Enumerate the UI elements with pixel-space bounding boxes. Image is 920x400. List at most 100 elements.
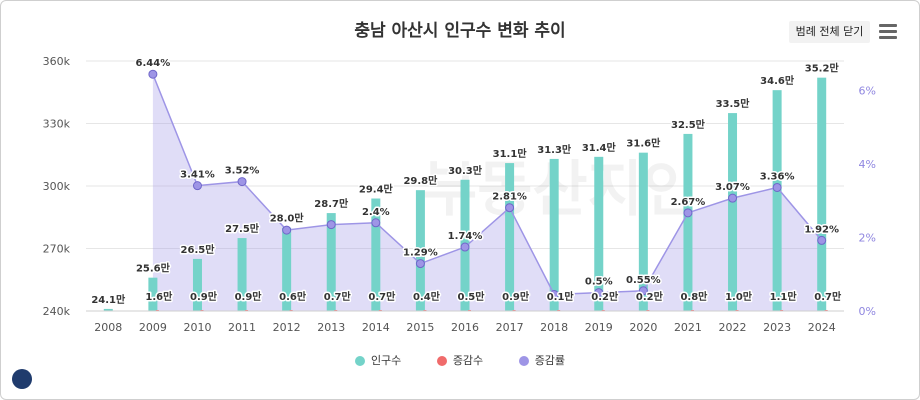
label-layer: 24.1만 25.6만 26.5만 27.5만 28.0만 28.7만 29.4만 29.8만… bbox=[90, 57, 844, 308]
change-rate-line bbox=[152, 73, 823, 296]
legend-dot-population bbox=[354, 356, 365, 366]
x-tick-label: 2019 bbox=[585, 321, 613, 334]
population-bar bbox=[192, 258, 202, 311]
change-rate-point bbox=[237, 177, 247, 187]
change-rate-label: 2.67% bbox=[671, 197, 706, 208]
change-rate-point bbox=[415, 259, 425, 269]
change-count-label: 1.6만 bbox=[145, 290, 173, 303]
x-tick-label: 2009 bbox=[139, 321, 167, 334]
population-label: 30.3만 bbox=[448, 164, 483, 177]
x-tick-label: 2014 bbox=[362, 321, 390, 334]
x-tick-label: 2010 bbox=[183, 321, 211, 334]
x-tick-label: 2021 bbox=[674, 321, 702, 334]
population-label: 35.2만 bbox=[805, 62, 840, 75]
change-rate-label: 2.81% bbox=[492, 192, 527, 203]
population-bar bbox=[638, 152, 648, 311]
change-rate-point bbox=[594, 288, 604, 298]
population-bar bbox=[326, 213, 336, 311]
legend-item-change-count[interactable]: 증감수 bbox=[436, 352, 484, 368]
population-label: 34.6만 bbox=[760, 74, 795, 87]
change-rate-label: 6.44% bbox=[136, 58, 171, 69]
population-bar bbox=[237, 238, 247, 311]
x-tick-label: 2012 bbox=[273, 321, 301, 334]
population-label: 31.6만 bbox=[626, 137, 661, 150]
change-rate-label: 0.55% bbox=[626, 275, 661, 286]
population-bar bbox=[594, 156, 604, 311]
legend-item-change-rate[interactable]: 증감률 bbox=[518, 352, 566, 368]
change-count-label: 0.5만 bbox=[458, 290, 486, 303]
change-count-label: 0.9만 bbox=[502, 290, 530, 303]
population-bar bbox=[549, 158, 559, 311]
change-rate-area bbox=[152, 74, 822, 311]
y-right-tick-label: 4% bbox=[859, 158, 876, 171]
home-icon[interactable] bbox=[12, 369, 32, 389]
x-tick-label: 2020 bbox=[629, 321, 657, 334]
x-tick-label: 2008 bbox=[94, 321, 122, 334]
change-count-label: 0.2만 bbox=[591, 290, 619, 303]
axes-layer: 240k 270k 300k 330k 360k 0% 2% 4% 6% 2008 2009 2010… bbox=[43, 55, 876, 334]
x-tick-label: 2022 bbox=[719, 321, 747, 334]
legend-dot-change-rate bbox=[518, 356, 529, 366]
population-bar bbox=[772, 90, 782, 312]
population-label: 29.8만 bbox=[403, 174, 438, 187]
change-rate-label: 1.29% bbox=[403, 248, 438, 259]
population-bar bbox=[728, 113, 738, 311]
change-count-label: 1.1만 bbox=[770, 290, 798, 303]
y-right-tick-label: 2% bbox=[859, 231, 876, 244]
population-label: 28.7만 bbox=[314, 197, 349, 210]
x-tick-label: 2013 bbox=[317, 321, 345, 334]
population-label: 32.5만 bbox=[671, 118, 706, 131]
change-rate-label: 1.92% bbox=[804, 224, 839, 235]
change-count-label: 0.7만 bbox=[814, 290, 842, 303]
change-rate-point bbox=[505, 203, 515, 213]
legend-label-population: 인구수 bbox=[370, 354, 402, 367]
rate-area-layer bbox=[152, 74, 822, 311]
legend-label-change-rate: 증감률 bbox=[534, 354, 566, 367]
change-rate-point bbox=[728, 193, 738, 203]
change-rate-label: 3.07% bbox=[715, 182, 750, 193]
change-rate-label: 2.4% bbox=[362, 207, 390, 218]
change-rate-label: 1.74% bbox=[448, 231, 483, 242]
change-count-label: 0.4만 bbox=[413, 290, 441, 303]
rate-line-layer bbox=[148, 69, 827, 299]
population-label: 27.5만 bbox=[225, 222, 260, 235]
population-bar bbox=[282, 227, 292, 311]
hamburger-menu-icon[interactable] bbox=[879, 24, 897, 40]
population-bar bbox=[148, 277, 158, 311]
change-count-label: 0.8만 bbox=[680, 290, 708, 303]
change-count-label: 0.1만 bbox=[547, 290, 575, 303]
population-label: 31.1만 bbox=[493, 147, 528, 160]
page-title: 충남 아산시 인구수 변화 추이 bbox=[354, 21, 566, 41]
change-count-label: 0.9만 bbox=[190, 290, 218, 303]
x-tick-label: 2011 bbox=[228, 321, 256, 334]
y-left-tick-label: 300k bbox=[43, 180, 71, 193]
change-rate-point bbox=[282, 225, 292, 235]
change-rate-point bbox=[148, 69, 158, 79]
x-tick-label: 2015 bbox=[406, 321, 434, 334]
change-rate-label: 3.52% bbox=[225, 166, 260, 177]
legend-item-population[interactable]: 인구수 bbox=[354, 352, 402, 368]
population-bar bbox=[371, 198, 381, 311]
population-label: 24.1만 bbox=[91, 293, 126, 306]
population-label: 25.6만 bbox=[136, 262, 171, 275]
population-bar bbox=[415, 190, 425, 311]
change-rate-label: 3.36% bbox=[760, 171, 795, 182]
legend-label-change-count: 증감수 bbox=[452, 354, 484, 367]
legend-toggle-button[interactable]: 범례 전체 닫기 bbox=[789, 21, 870, 43]
legend-dot-change-count bbox=[436, 356, 447, 366]
x-tick-label: 2016 bbox=[451, 321, 479, 334]
population-bar bbox=[103, 308, 113, 311]
change-rate-point bbox=[638, 286, 648, 296]
y-right-tick-label: 0% bbox=[859, 305, 876, 318]
change-count-label: 0.9만 bbox=[235, 290, 263, 303]
y-left-tick-label: 330k bbox=[43, 118, 71, 131]
change-rate-point bbox=[549, 289, 559, 299]
population-label: 26.5만 bbox=[181, 243, 216, 256]
x-tick-label: 2023 bbox=[763, 321, 791, 334]
y-right-tick-label: 6% bbox=[859, 84, 876, 97]
change-rate-point bbox=[371, 218, 381, 228]
population-label: 31.3만 bbox=[537, 143, 572, 156]
change-rate-point bbox=[326, 220, 336, 230]
